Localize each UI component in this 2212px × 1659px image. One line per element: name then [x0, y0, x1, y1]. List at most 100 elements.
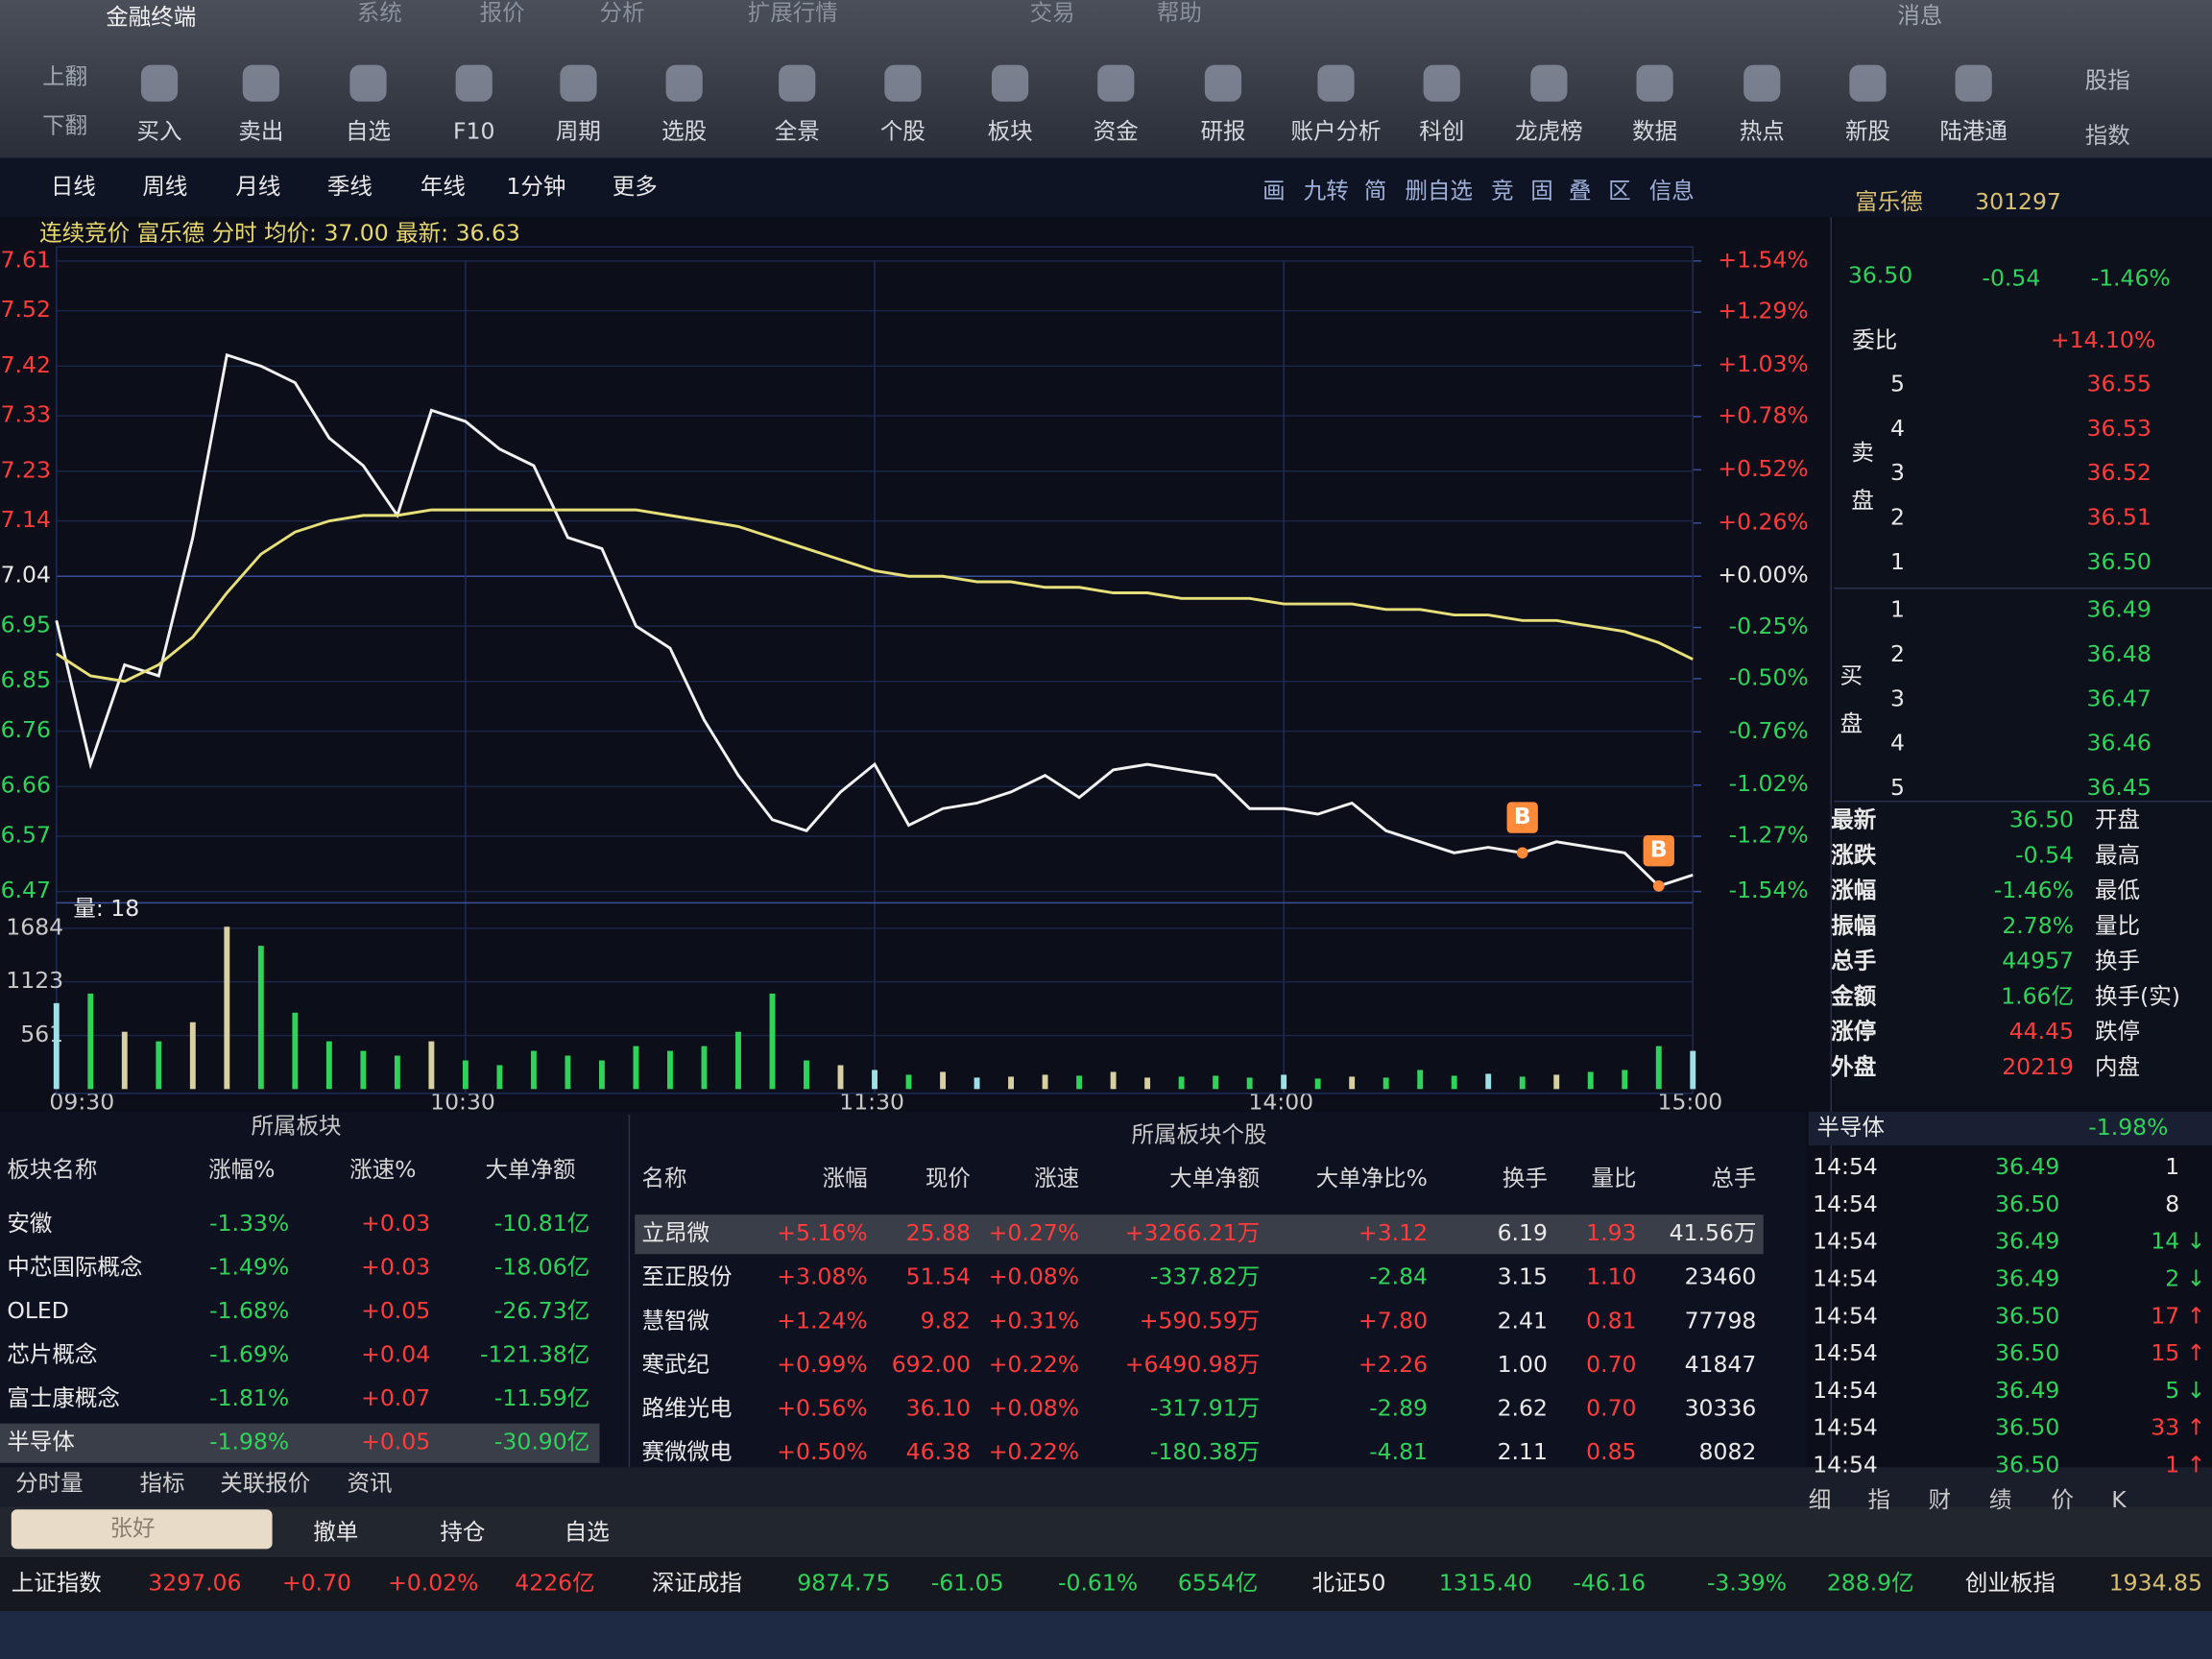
chart-tool[interactable]: 固	[1530, 177, 1553, 204]
cell: 2.41	[1498, 1307, 1548, 1334]
bottom-tab[interactable]: 指标	[139, 1469, 184, 1496]
toolbar-button[interactable]: 新股	[1845, 118, 1890, 145]
bottom-tab[interactable]: 关联报价	[220, 1469, 310, 1496]
stat-label: 金额	[1830, 982, 1877, 1009]
action-button[interactable]: 持仓	[440, 1519, 485, 1546]
stat-value: 2.78%	[2002, 912, 2074, 939]
toolbar-button[interactable]: 选股	[661, 118, 707, 145]
cell: +0.22%	[989, 1351, 1079, 1378]
toolbar-icon	[1743, 64, 1781, 102]
right-tab[interactable]: 细	[1809, 1486, 1832, 1513]
trade-time: 14:54	[1813, 1153, 1878, 1180]
taskbar	[0, 1611, 2212, 1659]
chart-tool[interactable]: 区	[1608, 177, 1631, 204]
cell: 46.38	[906, 1438, 971, 1465]
toolbar-button[interactable]: 科创	[1419, 118, 1464, 145]
level: 2	[1890, 640, 1905, 667]
period-tab[interactable]: 周线	[142, 173, 187, 200]
stat-label: 开盘	[2095, 806, 2140, 833]
level-price: 36.53	[2087, 415, 2152, 442]
cell: +0.22%	[989, 1438, 1079, 1465]
toolbar-right: 股指	[2085, 67, 2130, 94]
y-tick-label: 37.61	[0, 246, 51, 273]
right-tab[interactable]: 指	[1867, 1486, 1890, 1513]
action-button[interactable]: 撤单	[313, 1519, 358, 1546]
trade-price: 36.49	[1995, 1228, 2059, 1255]
period-tab[interactable]: 月线	[235, 173, 280, 200]
toolbar-button[interactable]: 卖出	[238, 118, 283, 145]
right-tab[interactable]: 价	[2051, 1486, 2074, 1513]
trade-volume: 17	[2151, 1302, 2179, 1329]
chart-tool[interactable]: 画	[1262, 177, 1286, 204]
change-pct: -1.46%	[2091, 264, 2171, 291]
right-tab[interactable]: K	[2111, 1486, 2127, 1513]
trade-arrow: ↑	[2187, 1451, 2206, 1478]
volume-bar	[974, 1077, 980, 1090]
toolbar-button[interactable]: 全景	[775, 118, 820, 145]
volume-bar	[1110, 1071, 1117, 1090]
cell: 77798	[1685, 1307, 1757, 1334]
cell: 1.10	[1586, 1263, 1636, 1290]
toolbar-button[interactable]: 数据	[1632, 118, 1677, 145]
toolbar-button[interactable]: 龙虎榜	[1515, 118, 1583, 145]
volume-tick-label: 1684	[6, 913, 63, 940]
menu-item[interactable]: 交易	[1030, 0, 1075, 26]
chart-tool[interactable]: 竞	[1491, 177, 1514, 204]
toolbar-button[interactable]: F10	[453, 118, 494, 145]
volume-bar	[53, 1002, 60, 1090]
cell: -11.59亿	[494, 1384, 589, 1411]
volume-bar	[1485, 1073, 1492, 1090]
page-down: 下翻	[42, 112, 87, 139]
menu-item[interactable]: 系统	[357, 0, 402, 26]
toolbar-button[interactable]: 板块	[988, 118, 1033, 145]
buy-badge	[1506, 802, 1538, 833]
chart-tool[interactable]: 信息	[1649, 177, 1695, 204]
toolbar-button[interactable]: 陆港通	[1939, 118, 2007, 145]
action-button[interactable]: 自选	[565, 1519, 610, 1546]
menu-item[interactable]: 帮助	[1157, 0, 1202, 26]
right-tab[interactable]: 财	[1929, 1486, 1952, 1513]
menu-item[interactable]: 分析	[599, 0, 644, 26]
bottom-tab[interactable]: 资讯	[347, 1469, 392, 1496]
toolbar-icon	[1849, 64, 1887, 102]
right-tab[interactable]: 绩	[1989, 1486, 2012, 1513]
volume-bar	[360, 1050, 367, 1090]
stat-label: 外盘	[1831, 1053, 1876, 1080]
cell: +3.12	[1358, 1219, 1428, 1246]
toolbar-button[interactable]: 热点	[1740, 118, 1785, 145]
chart-tool[interactable]: 删自选	[1406, 177, 1474, 204]
app-title: 金融终端	[106, 4, 196, 31]
y-tick-label: 37.23	[0, 456, 51, 483]
y2-tick-label: +1.29%	[1718, 298, 1808, 325]
column-header: 板块名称	[7, 1156, 97, 1183]
toolbar-button[interactable]: 账户分析	[1291, 118, 1382, 145]
toolbar-button[interactable]: 自选	[346, 118, 391, 145]
trade-volume: 33	[2151, 1414, 2179, 1441]
menu-item[interactable]: 扩展行情	[748, 0, 838, 26]
cell: +0.27%	[989, 1219, 1079, 1246]
period-tab[interactable]: 1分钟	[506, 173, 565, 200]
toolbar-button[interactable]: 资金	[1094, 118, 1139, 145]
trade-time: 14:54	[1813, 1451, 1878, 1478]
stat-label: 涨停	[1831, 1018, 1876, 1045]
chart-tool[interactable]: 叠	[1569, 177, 1592, 204]
trade-arrow: ↓	[2187, 1265, 2206, 1292]
period-tab[interactable]: 日线	[51, 173, 96, 200]
volume-bar	[156, 1041, 162, 1090]
stat-label: 最新	[1831, 806, 1876, 833]
volume-bar	[599, 1060, 605, 1090]
cell: 9.82	[921, 1307, 971, 1334]
toolbar-button[interactable]: 买入	[137, 118, 182, 145]
chart-tool[interactable]: 简	[1364, 177, 1387, 204]
menu-item[interactable]: 报价	[480, 0, 525, 26]
period-tab[interactable]: 季线	[327, 173, 373, 200]
chart-tool[interactable]: 九转	[1304, 177, 1349, 204]
period-tab[interactable]: 年线	[421, 173, 466, 200]
volume-bar	[769, 993, 776, 1090]
bottom-tab[interactable]: 分时量	[15, 1469, 83, 1496]
period-tab[interactable]: 更多	[613, 173, 658, 200]
toolbar-button[interactable]: 个股	[880, 118, 926, 145]
y2-tick-label: -0.25%	[1729, 613, 1809, 639]
toolbar-button[interactable]: 周期	[556, 118, 601, 145]
toolbar-button[interactable]: 研报	[1200, 118, 1245, 145]
